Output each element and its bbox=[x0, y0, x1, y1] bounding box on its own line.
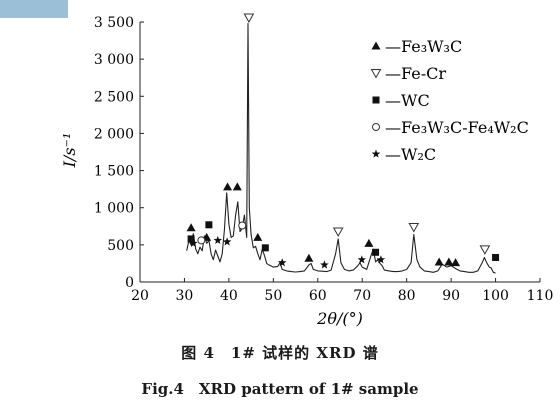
fe3w3c-marker bbox=[186, 223, 196, 232]
legend-marker-square bbox=[372, 96, 380, 104]
figure-caption-english: Fig.4 XRD pattern of 1# sample bbox=[141, 380, 419, 398]
y-tick-label: 0 bbox=[125, 275, 134, 291]
y-tick-label: 500 bbox=[107, 238, 134, 254]
figure-caption-chinese: 图 4 1# 试样的 XRD 谱 bbox=[181, 344, 379, 362]
wc-marker bbox=[492, 253, 500, 261]
w2c-marker bbox=[213, 235, 223, 244]
fe3w3c-marker bbox=[253, 232, 263, 241]
fe3w3c-marker bbox=[451, 258, 461, 267]
w2c-marker bbox=[376, 255, 386, 264]
y-tick-label: 3 500 bbox=[94, 15, 134, 31]
x-tick-label: 50 bbox=[264, 288, 282, 304]
fe-cr-marker bbox=[332, 227, 344, 238]
fe3w3c-marker bbox=[434, 257, 444, 266]
fe3w3c-marker bbox=[364, 238, 374, 247]
legend-label: —Fe-Cr bbox=[385, 64, 446, 83]
w2c-marker bbox=[189, 238, 198, 247]
legend-label: —W₂C bbox=[385, 145, 436, 164]
fe3w3c-marker bbox=[304, 253, 314, 262]
w2c-marker bbox=[357, 255, 367, 264]
fe-cr-marker bbox=[408, 223, 420, 233]
legend-label: —Fe₃W₃C bbox=[385, 37, 462, 56]
xrd-trace-line bbox=[186, 22, 496, 274]
x-tick-label: 110 bbox=[527, 288, 554, 304]
fe3w3c-marker bbox=[232, 182, 242, 191]
x-tick-label: 30 bbox=[176, 288, 194, 304]
w2c-marker bbox=[320, 260, 329, 269]
xrd-chart: 0 500 1 000 1 500 2 000 2 500 3 000 3 500 20 30 4… bbox=[60, 13, 553, 328]
fe3w3c-marker bbox=[223, 182, 233, 191]
x-tick-label: 80 bbox=[398, 288, 416, 304]
fe3w3c-fe4w2c-marker bbox=[238, 221, 247, 230]
y-tick-label: 3 000 bbox=[94, 52, 134, 68]
x-tick-label: 100 bbox=[482, 288, 509, 304]
x-tick-label: 40 bbox=[220, 288, 238, 304]
w2c-marker bbox=[277, 258, 287, 267]
y-tick-label: 1 000 bbox=[94, 201, 134, 217]
x-tick-label: 20 bbox=[131, 288, 149, 304]
fe3w3c-marker bbox=[444, 257, 454, 266]
legend-marker-triangle-down-open bbox=[370, 69, 382, 79]
y-tick-label: 2 000 bbox=[94, 126, 134, 142]
fe-cr-marker bbox=[479, 245, 491, 255]
fe-cr-marker bbox=[243, 13, 255, 24]
wc-marker bbox=[205, 221, 213, 229]
legend-marker-triangle-up bbox=[371, 41, 381, 50]
chart-axes bbox=[139, 22, 540, 283]
fe3w3c-fe4w2c-marker bbox=[197, 236, 206, 245]
legend-label: —Fe₃W₃C-Fe₄W₂C bbox=[385, 118, 529, 137]
diffraction-pattern bbox=[186, 22, 496, 274]
chart-legend: —Fe₃W₃C —Fe-Cr —WC —Fe₃W₃C-Fe₄W₂C —W₂C bbox=[370, 37, 529, 164]
legend-marker-star bbox=[371, 149, 381, 158]
y-tick-label: 2 500 bbox=[94, 89, 134, 105]
x-axis-label: 2θ/(°) bbox=[316, 309, 363, 328]
w2c-marker bbox=[222, 237, 232, 246]
corner-color-block bbox=[0, 0, 68, 18]
y-tick-label: 1 500 bbox=[94, 164, 134, 180]
y-axis-ticks: 0 500 1 000 1 500 2 000 2 500 3 000 3 500 bbox=[94, 15, 144, 291]
wc-marker bbox=[187, 235, 195, 243]
wc-marker bbox=[372, 248, 380, 256]
phase-markers bbox=[186, 13, 500, 269]
x-tick-label: 90 bbox=[442, 288, 460, 304]
axis-labels: 2θ/(°) I/s⁻¹ bbox=[60, 133, 363, 328]
legend-label: —WC bbox=[385, 91, 430, 110]
x-tick-label: 60 bbox=[309, 288, 327, 304]
legend-marker-circle-open bbox=[372, 123, 380, 131]
wc-marker bbox=[261, 244, 269, 252]
y-axis-label: I/s⁻¹ bbox=[60, 133, 79, 169]
x-tick-label: 70 bbox=[353, 288, 371, 304]
x-axis-ticks: 20 30 40 50 60 70 80 90 100 110 bbox=[131, 278, 553, 304]
